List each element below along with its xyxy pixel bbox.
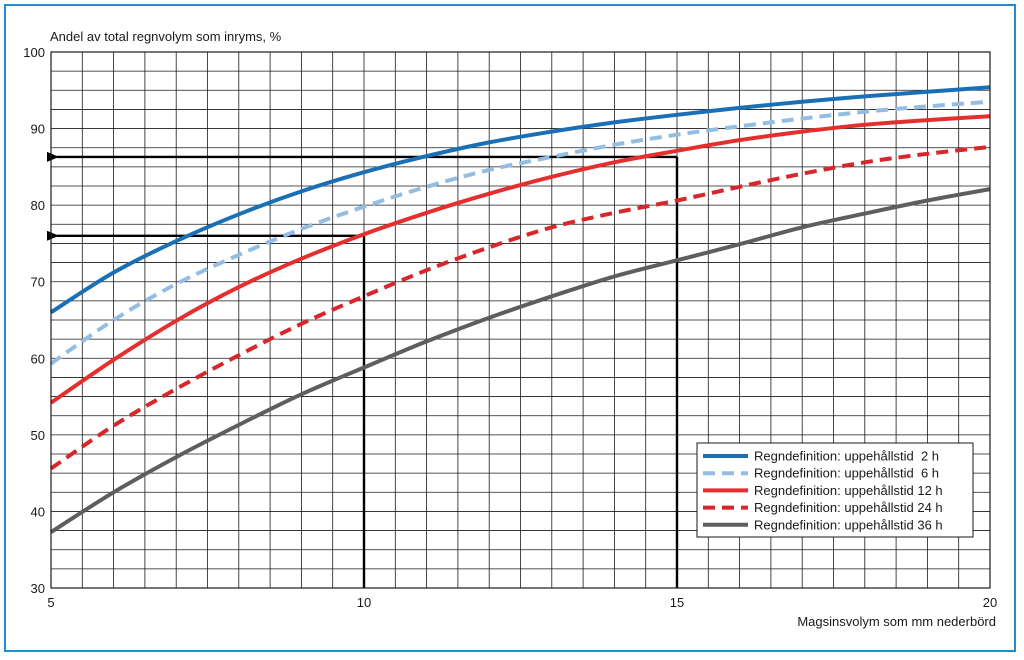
x-tick-label: 10 — [357, 595, 371, 610]
y-tick-label: 50 — [31, 428, 45, 443]
series-line-1 — [49, 85, 991, 314]
legend-label-2: Regndefinition: uppehållstid 6 h — [754, 466, 939, 481]
grid-lines — [51, 52, 990, 588]
legend-label-3: Regndefinition: uppehållstid 12 h — [754, 483, 943, 498]
y-tick-label: 80 — [31, 198, 45, 213]
y-tick-label: 90 — [31, 122, 45, 137]
series-lines — [49, 85, 991, 534]
y-tick-label: 40 — [31, 504, 45, 519]
series-line-5 — [49, 187, 991, 534]
plot-border — [50, 51, 991, 589]
x-axis-label: Magsinsvolym som mm nederbörd — [797, 614, 996, 629]
x-tick-labels: 5 10 15 20 — [47, 595, 997, 610]
y-tick-label: 60 — [31, 351, 45, 366]
series-line-3 — [49, 114, 991, 405]
x-tick-label: 20 — [983, 595, 997, 610]
y-axis-label: Andel av total regnvolym som inryms, % — [50, 29, 282, 44]
legend-label-1: Regndefinition: uppehållstid 2 h — [754, 449, 939, 464]
series-line-4 — [49, 144, 991, 471]
x-tick-label: 5 — [47, 595, 54, 610]
y-tick-labels: 30 40 50 60 70 80 90 100 — [23, 45, 45, 596]
y-tick-label: 70 — [31, 275, 45, 290]
x-tick-label: 15 — [670, 595, 684, 610]
y-tick-label: 30 — [31, 581, 45, 596]
readout-arrows — [47, 151, 679, 588]
legend-label-5: Regndefinition: uppehållstid 36 h — [754, 517, 943, 532]
y-tick-label: 100 — [23, 45, 45, 60]
legend-label-4: Regndefinition: uppehållstid 24 h — [754, 500, 943, 515]
legend: Regndefinition: uppehållstid 2 h Regndefi… — [696, 442, 974, 538]
series-line-2 — [49, 99, 991, 366]
